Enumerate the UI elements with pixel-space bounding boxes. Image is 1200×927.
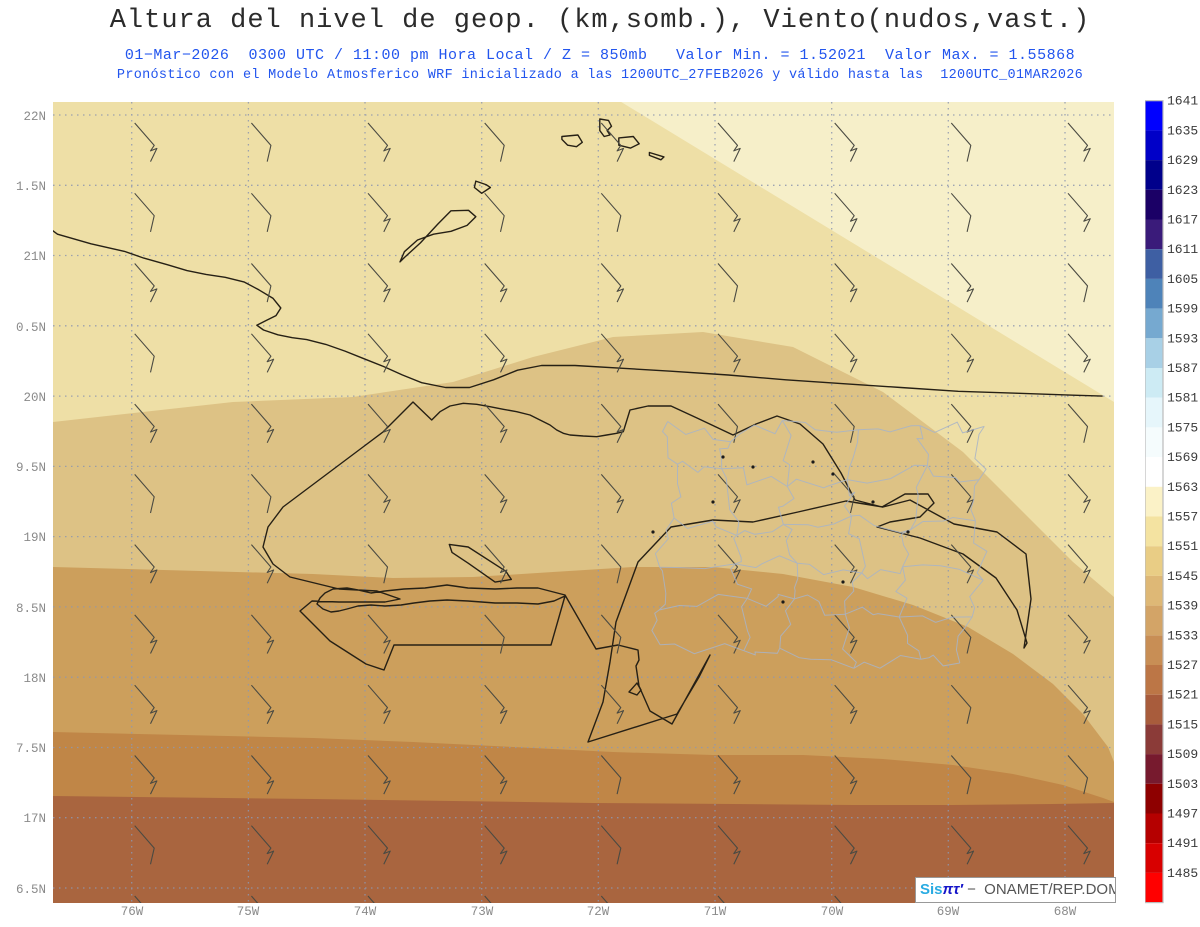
- svg-text:1551: 1551: [1167, 539, 1198, 554]
- svg-text:1527: 1527: [1167, 658, 1198, 673]
- svg-text:1599: 1599: [1167, 302, 1198, 317]
- svg-text:1557: 1557: [1167, 510, 1198, 525]
- svg-text:1575: 1575: [1167, 420, 1198, 435]
- svg-text:1539: 1539: [1167, 599, 1198, 614]
- svg-text:1581: 1581: [1167, 391, 1198, 406]
- svg-text:1587: 1587: [1167, 361, 1198, 376]
- svg-text:1623: 1623: [1167, 183, 1198, 198]
- svg-text:1491: 1491: [1167, 836, 1198, 851]
- svg-text:1503: 1503: [1167, 777, 1198, 792]
- svg-text:1635: 1635: [1167, 123, 1198, 138]
- svg-text:1515: 1515: [1167, 717, 1198, 732]
- svg-text:1593: 1593: [1167, 331, 1198, 346]
- svg-text:1617: 1617: [1167, 213, 1198, 228]
- svg-text:1521: 1521: [1167, 688, 1198, 703]
- svg-text:1497: 1497: [1167, 807, 1198, 822]
- svg-text:1509: 1509: [1167, 747, 1198, 762]
- svg-text:1611: 1611: [1167, 242, 1198, 257]
- svg-text:1569: 1569: [1167, 450, 1198, 465]
- svg-text:1563: 1563: [1167, 480, 1198, 495]
- svg-text:1629: 1629: [1167, 153, 1198, 168]
- svg-text:1641: 1641: [1167, 94, 1198, 109]
- svg-text:1545: 1545: [1167, 569, 1198, 584]
- svg-text:1533: 1533: [1167, 628, 1198, 643]
- svg-text:1485: 1485: [1167, 866, 1198, 881]
- svg-text:1605: 1605: [1167, 272, 1198, 287]
